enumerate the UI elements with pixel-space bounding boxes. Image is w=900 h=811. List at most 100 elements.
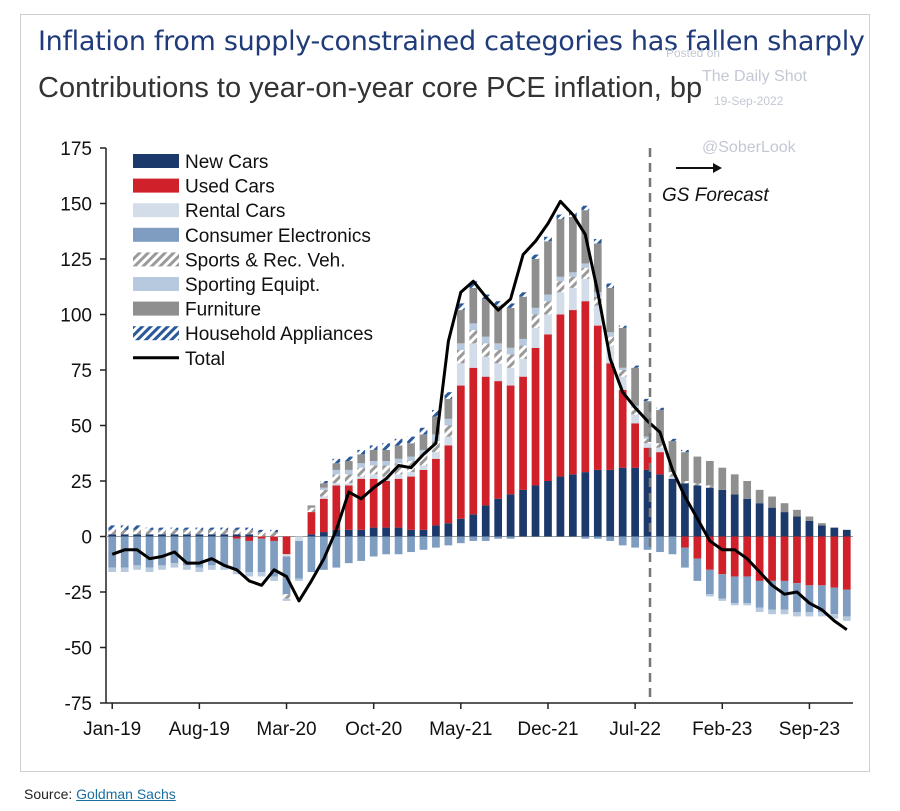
bar-household-appliances xyxy=(407,436,415,444)
bar-new-cars xyxy=(718,489,727,537)
bar-new-cars xyxy=(469,514,478,537)
bar-furniture xyxy=(556,219,565,277)
bar-sports-rec-veh xyxy=(270,532,278,537)
y-tick-label: -25 xyxy=(65,583,92,604)
bar-consumer-electronics xyxy=(307,536,316,573)
y-tick-label: -75 xyxy=(65,694,92,715)
bar-sporting-equipt xyxy=(282,598,291,601)
bar-consumer-electronics xyxy=(656,536,664,553)
bar-consumer-electronics xyxy=(606,536,615,541)
bar-household-appliances xyxy=(245,527,254,530)
bar-sports-rec-veh xyxy=(419,454,428,466)
bar-used-cars xyxy=(344,485,353,530)
bar-rental-cars xyxy=(668,476,677,479)
bar-sports-rec-veh xyxy=(556,281,565,293)
bar-consumer-electronics xyxy=(407,536,415,553)
bar-consumer-electronics xyxy=(320,536,328,570)
legend-label-consumer-electronics: Consumer Electronics xyxy=(185,226,371,247)
bar-furniture xyxy=(631,367,639,406)
bar-sports-rec-veh xyxy=(693,483,702,486)
bar-new-cars xyxy=(419,529,428,537)
bar-used-cars xyxy=(544,334,552,481)
bar-used-cars xyxy=(606,363,615,470)
bar-sports-rec-veh xyxy=(170,529,179,535)
bar-consumer-electronics xyxy=(207,536,216,566)
watermark-site: The Daily Shot xyxy=(702,68,807,85)
bar-sports-rec-veh xyxy=(220,529,229,535)
bar-sports-rec-veh xyxy=(618,370,627,377)
bar-consumer-electronics xyxy=(643,536,652,550)
bar-new-cars xyxy=(705,487,714,537)
bar-consumer-electronics xyxy=(618,536,627,546)
bar-new-cars xyxy=(668,478,677,537)
bar-sporting-equipt xyxy=(456,343,465,351)
bar-new-cars xyxy=(382,527,390,537)
bar-sporting-equipt xyxy=(195,567,204,573)
bar-rental-cars xyxy=(369,474,378,479)
x-tick-label: May-21 xyxy=(429,719,492,740)
bar-furniture xyxy=(481,298,490,337)
bar-household-appliances xyxy=(270,529,278,533)
bar-rental-cars xyxy=(344,483,353,486)
bar-new-cars xyxy=(232,534,241,537)
bar-new-cars xyxy=(133,534,141,537)
x-tick-label: Dec-21 xyxy=(517,719,578,740)
bar-used-cars xyxy=(519,376,527,490)
bar-used-cars xyxy=(693,536,702,559)
bar-consumer-electronics xyxy=(257,538,266,573)
legend-swatch-furniture xyxy=(133,301,179,316)
bar-household-appliances xyxy=(332,458,341,464)
bar-sports-rec-veh xyxy=(108,529,117,535)
bar-rental-cars xyxy=(481,356,490,377)
bar-new-cars xyxy=(220,534,229,537)
bar-rental-cars xyxy=(556,292,565,315)
bar-household-appliances xyxy=(382,443,390,450)
y-tick-label: 75 xyxy=(71,361,92,382)
y-tick-label: 125 xyxy=(60,250,92,271)
bar-household-appliances xyxy=(656,407,664,410)
legend-swatch-household-appliances xyxy=(133,326,179,341)
bar-sporting-equipt xyxy=(581,263,590,268)
legend-label-total: Total xyxy=(185,349,225,370)
bar-rental-cars xyxy=(407,472,415,477)
bar-new-cars xyxy=(456,518,465,537)
total-line-layer xyxy=(111,199,848,631)
legend-label-new-cars: New Cars xyxy=(185,152,268,173)
bar-sports-rec-veh xyxy=(531,314,540,328)
bar-furniture xyxy=(793,509,801,517)
bar-household-appliances xyxy=(593,239,602,244)
source-link[interactable]: Goldman Sachs xyxy=(76,786,176,802)
bar-used-cars xyxy=(419,469,428,530)
bar-used-cars xyxy=(282,536,291,555)
bar-household-appliances xyxy=(519,292,527,297)
bar-furniture xyxy=(382,449,390,462)
bar-sporting-equipt xyxy=(170,563,179,568)
bar-consumer-electronics xyxy=(108,536,117,568)
bar-furniture xyxy=(606,287,615,333)
bar-sporting-equipt xyxy=(419,449,428,455)
bar-used-cars xyxy=(743,536,752,577)
y-tick-label: 175 xyxy=(60,139,92,160)
bar-consumer-electronics xyxy=(245,540,254,573)
bar-household-appliances xyxy=(145,527,154,530)
bar-sports-rec-veh xyxy=(394,463,403,475)
bar-household-appliances xyxy=(257,529,266,533)
chart-subtitle: Contributions to year-on-year core PCE i… xyxy=(38,72,703,104)
bar-used-cars xyxy=(830,536,839,588)
bar-used-cars xyxy=(705,536,714,570)
bar-sporting-equipt xyxy=(108,567,117,573)
bar-used-cars xyxy=(556,314,565,477)
bar-sporting-equipt xyxy=(232,569,241,575)
bar-household-appliances xyxy=(606,283,615,288)
bar-sporting-equipt xyxy=(780,609,789,615)
bar-new-cars xyxy=(593,469,602,537)
legend-swatch-sporting-equipt xyxy=(133,277,179,291)
bar-furniture xyxy=(755,489,764,504)
bar-new-cars xyxy=(842,529,851,537)
bar-sporting-equipt xyxy=(793,611,801,617)
bar-household-appliances xyxy=(432,409,440,417)
bar-sporting-equipt xyxy=(369,461,378,466)
bar-consumer-electronics xyxy=(494,536,503,539)
bar-sporting-equipt xyxy=(270,576,278,581)
bar-used-cars xyxy=(656,452,664,475)
